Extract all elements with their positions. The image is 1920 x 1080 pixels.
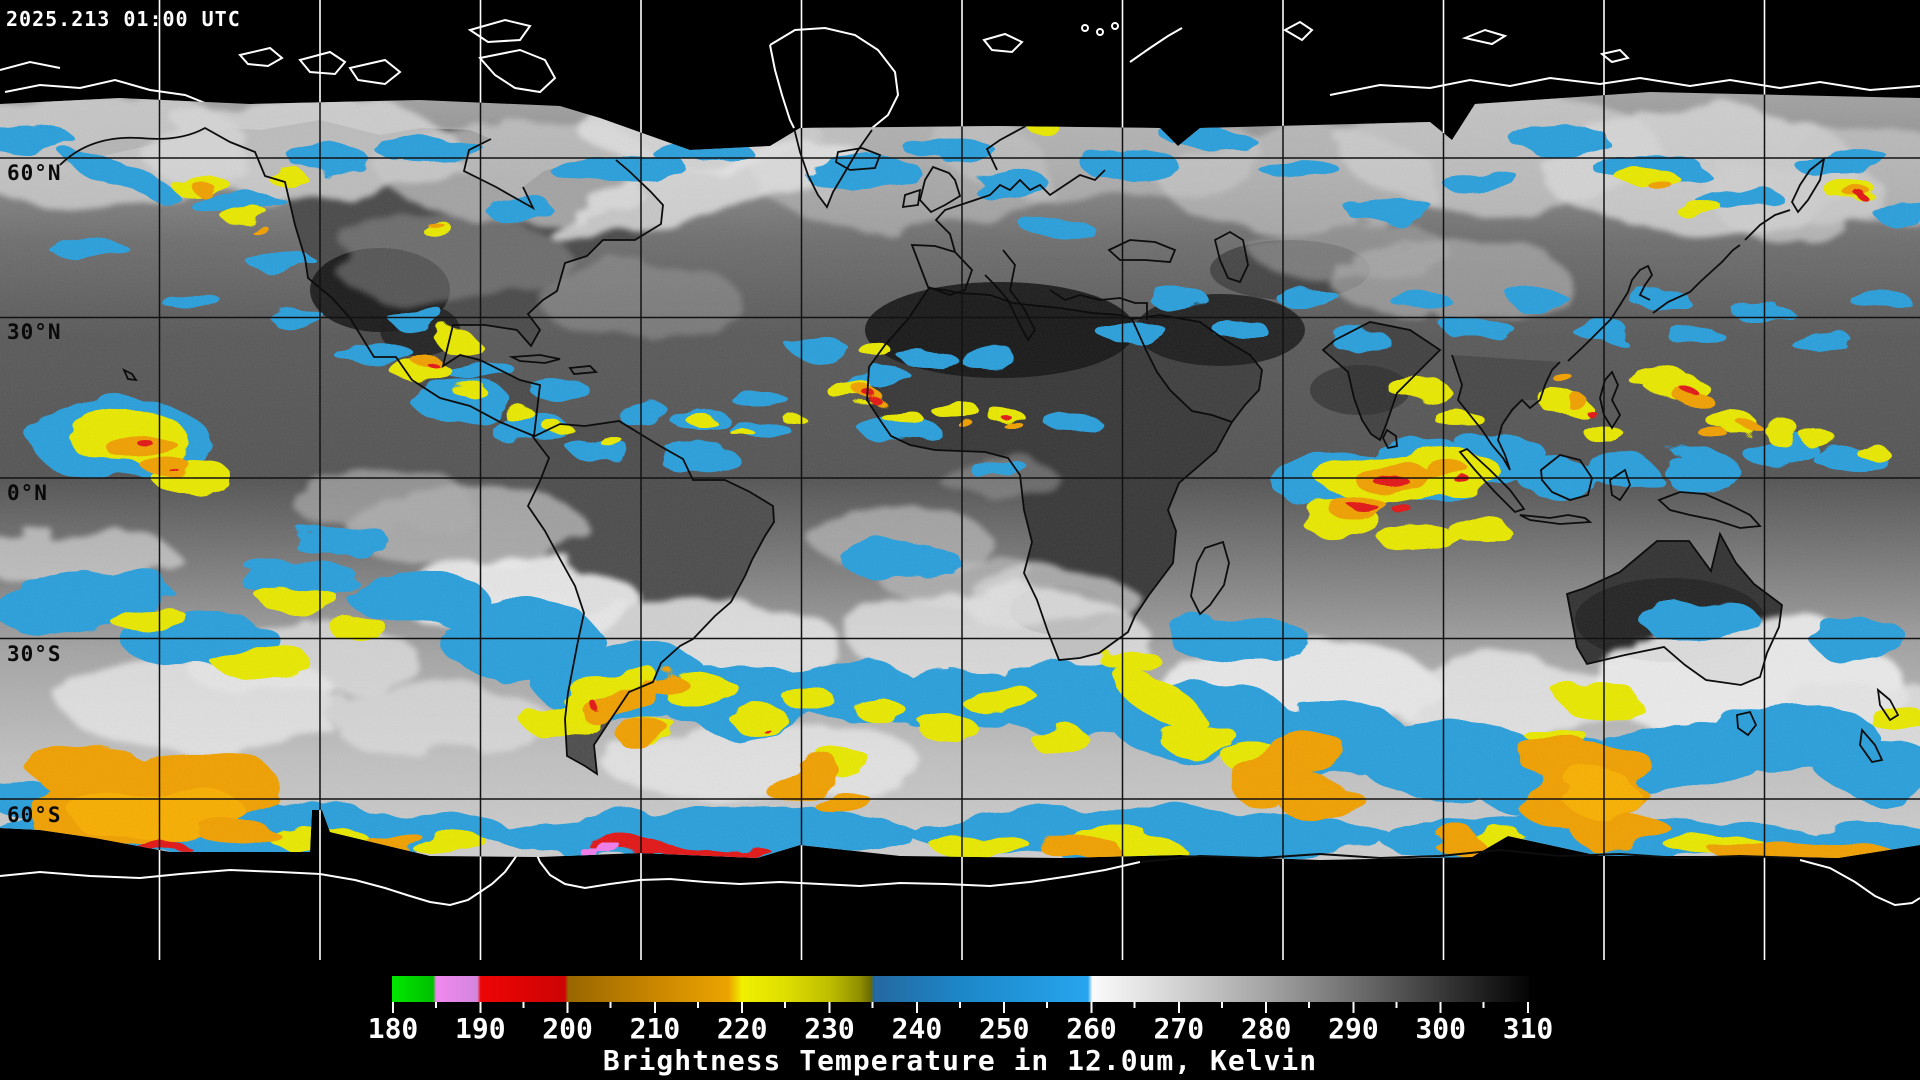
latitude-label-30n: 30°N: [7, 320, 62, 344]
colorbar-caption: Brightness Temperature in 12.0um, Kelvin: [602, 1044, 1318, 1077]
colorbar-tick-label: 180: [367, 1012, 419, 1045]
colorbar-tick-label: 260: [1066, 1012, 1117, 1045]
latitude-label-60n: 60°N: [7, 161, 62, 185]
colorbar-tick-label: 220: [716, 1012, 768, 1045]
antarctic-coastline-over-data: [1139, 848, 1801, 863]
colorbar-tick-label: 270: [1153, 1012, 1205, 1045]
colorbar-tick-label: 250: [978, 1012, 1030, 1045]
colorbar-legend: 180 190 200 210 220 230 240 250 260 270 …: [0, 960, 1920, 1080]
graticule-black: [0, 92, 1920, 860]
colorbar-tick-label: 230: [804, 1012, 855, 1045]
latitude-label-60s: 60°S: [7, 803, 62, 827]
latitude-label-0n: 0°N: [7, 481, 48, 505]
colorbar-tick-label: 190: [455, 1012, 506, 1045]
colorbar-tick-label: 300: [1415, 1012, 1466, 1045]
arctic-coastlines-icon: [0, 18, 1920, 129]
colorbar-tick-label: 310: [1502, 1012, 1554, 1045]
satellite-ir-composite-map: 2025.213 01:00 UTC 60°N 30°N 0°N 30°S 60…: [0, 0, 1920, 960]
latitude-label-30s: 30°S: [7, 642, 62, 666]
colorbar-tick-label: 290: [1328, 1012, 1379, 1045]
timestamp-label: 2025.213 01:00 UTC: [6, 7, 241, 31]
colorbar-minor-ticks: [435, 1002, 1531, 1008]
colorbar-gradient: [392, 976, 1529, 1002]
satellite-data-region: [0, 92, 1920, 860]
sensor-grain-overlay: [0, 92, 1920, 860]
colorbar-tick-label: 200: [542, 1012, 593, 1045]
colorbar-tick-label: 280: [1240, 1012, 1292, 1045]
colorbar-tick-label: 210: [629, 1012, 681, 1045]
colorbar-tick-label: 240: [891, 1012, 943, 1045]
map-canvas: [0, 0, 1920, 960]
